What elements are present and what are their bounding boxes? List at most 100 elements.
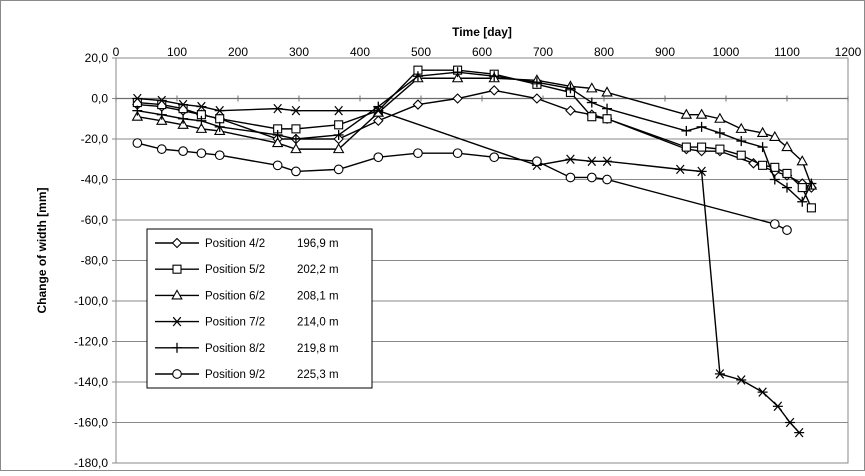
data-point-asterisk [757,387,768,397]
data-point-square [587,112,597,122]
data-point-asterisk [196,101,207,112]
data-point-triangle [586,82,598,93]
data-point-circle [214,150,225,161]
x-tick-label: 1000 [713,45,740,59]
data-point-circle [769,219,780,229]
legend-distance: 196,9 m [297,238,339,250]
x-tick-label: 400 [350,45,370,59]
data-point-square [736,150,746,160]
data-point-circle [373,152,384,163]
legend-distance: 208,1 m [297,290,339,302]
data-point-plus [782,182,792,193]
data-point-plus [214,121,225,132]
data-point-asterisk [772,401,783,412]
legend-label: Position 9/2 [205,369,265,381]
legend-entry: Position 8/2 219,8 m [155,342,339,355]
data-point-plus [412,71,423,82]
data-point-square [681,142,691,152]
legend-box [146,228,373,389]
data-point-triangle [601,86,613,97]
data-point-plus [602,103,613,114]
data-point-asterisk [794,427,805,438]
legend-marker-plus [172,342,182,353]
x-tick-label: 1100 [774,45,800,59]
data-point-diamond [373,115,384,127]
data-point-circle [178,146,188,156]
legend-entry: Position 9/2 225,3 m [155,369,339,381]
data-point-diamond [412,99,424,110]
data-point-asterisk [696,166,707,177]
y-tick-label: -160,0 [74,416,108,430]
x-tick-label: 600 [472,45,492,59]
data-point-triangle [451,72,464,83]
x-tick-label: 1200 [835,45,862,59]
data-point-triangle [156,114,168,125]
data-point-plus [797,196,808,207]
data-point-square [291,124,301,134]
data-point-circle [532,156,542,167]
data-point-plus [806,178,817,189]
y-axis-title: Change of width [mm] [35,188,49,314]
series-position-7-2 [132,93,805,438]
data-point-square [334,120,344,130]
data-point-diamond [531,93,543,104]
legend-distance: 219,8 m [297,343,339,355]
x-tick-label: 0 [113,45,120,59]
x-tick-label: 500 [411,45,431,59]
data-point-diamond [565,105,576,116]
legend-entry: Position 5/2 202,2 m [155,264,339,276]
x-tick-label: 300 [289,45,309,59]
data-point-circle [156,144,167,154]
legend-label: Position 4/2 [205,238,265,250]
data-point-plus [132,105,143,116]
data-point-circle [333,164,344,175]
data-point-square [715,144,725,154]
data-point-plus [586,97,597,108]
data-point-asterisk [714,369,725,379]
data-point-triangle [781,140,793,152]
data-point-triangle [756,126,769,137]
data-point-asterisk [565,154,576,165]
axes: 20,0 0,0 -20,0 -40,0 -60,0 -80,0 -100,0 -120,0 -… [74,45,862,470]
x-tick-label: 100 [167,45,187,59]
data-point-circle [452,148,463,159]
data-point-plus [489,71,500,82]
y-tick-label: -40,0 [81,173,109,187]
data-point-triangle [695,108,708,119]
y-tick-label: 20,0 [85,51,109,65]
legend-marker-asterisk [172,316,182,327]
data-point-plus [333,129,344,140]
data-point-circle [565,172,576,183]
data-point-square [806,203,816,213]
data-point-plus [531,77,542,88]
data-point-circle [602,174,612,185]
data-point-square [697,142,707,152]
legend-marker-triangle [171,289,183,300]
data-point-asterisk [736,375,747,385]
data-point-triangle [271,136,284,148]
data-point-asterisk [178,99,189,110]
legend-label: Position 8/2 [205,343,265,355]
data-point-triangle [195,122,208,133]
data-point-plus [681,125,692,136]
legend-distance: 202,2 m [297,264,339,276]
legend-distance: 225,3 m [297,369,339,381]
y-tick-label: -80,0 [81,254,109,268]
y-tick-label: -180,0 [74,456,108,470]
legend-marker-square [172,264,182,274]
data-point-circle [489,152,500,163]
series-group [131,65,818,438]
x-tick-label: 800 [594,45,614,59]
data-point-circle [586,172,597,183]
data-point-plus [290,134,301,144]
data-point-triangle [290,143,302,154]
series-position-8-2 [132,67,817,207]
data-point-triangle [735,122,747,133]
data-point-circle [413,148,423,159]
data-point-circle [291,166,301,177]
data-point-diamond [452,93,463,104]
data-point-square [797,183,807,193]
data-point-asterisk [586,156,597,167]
